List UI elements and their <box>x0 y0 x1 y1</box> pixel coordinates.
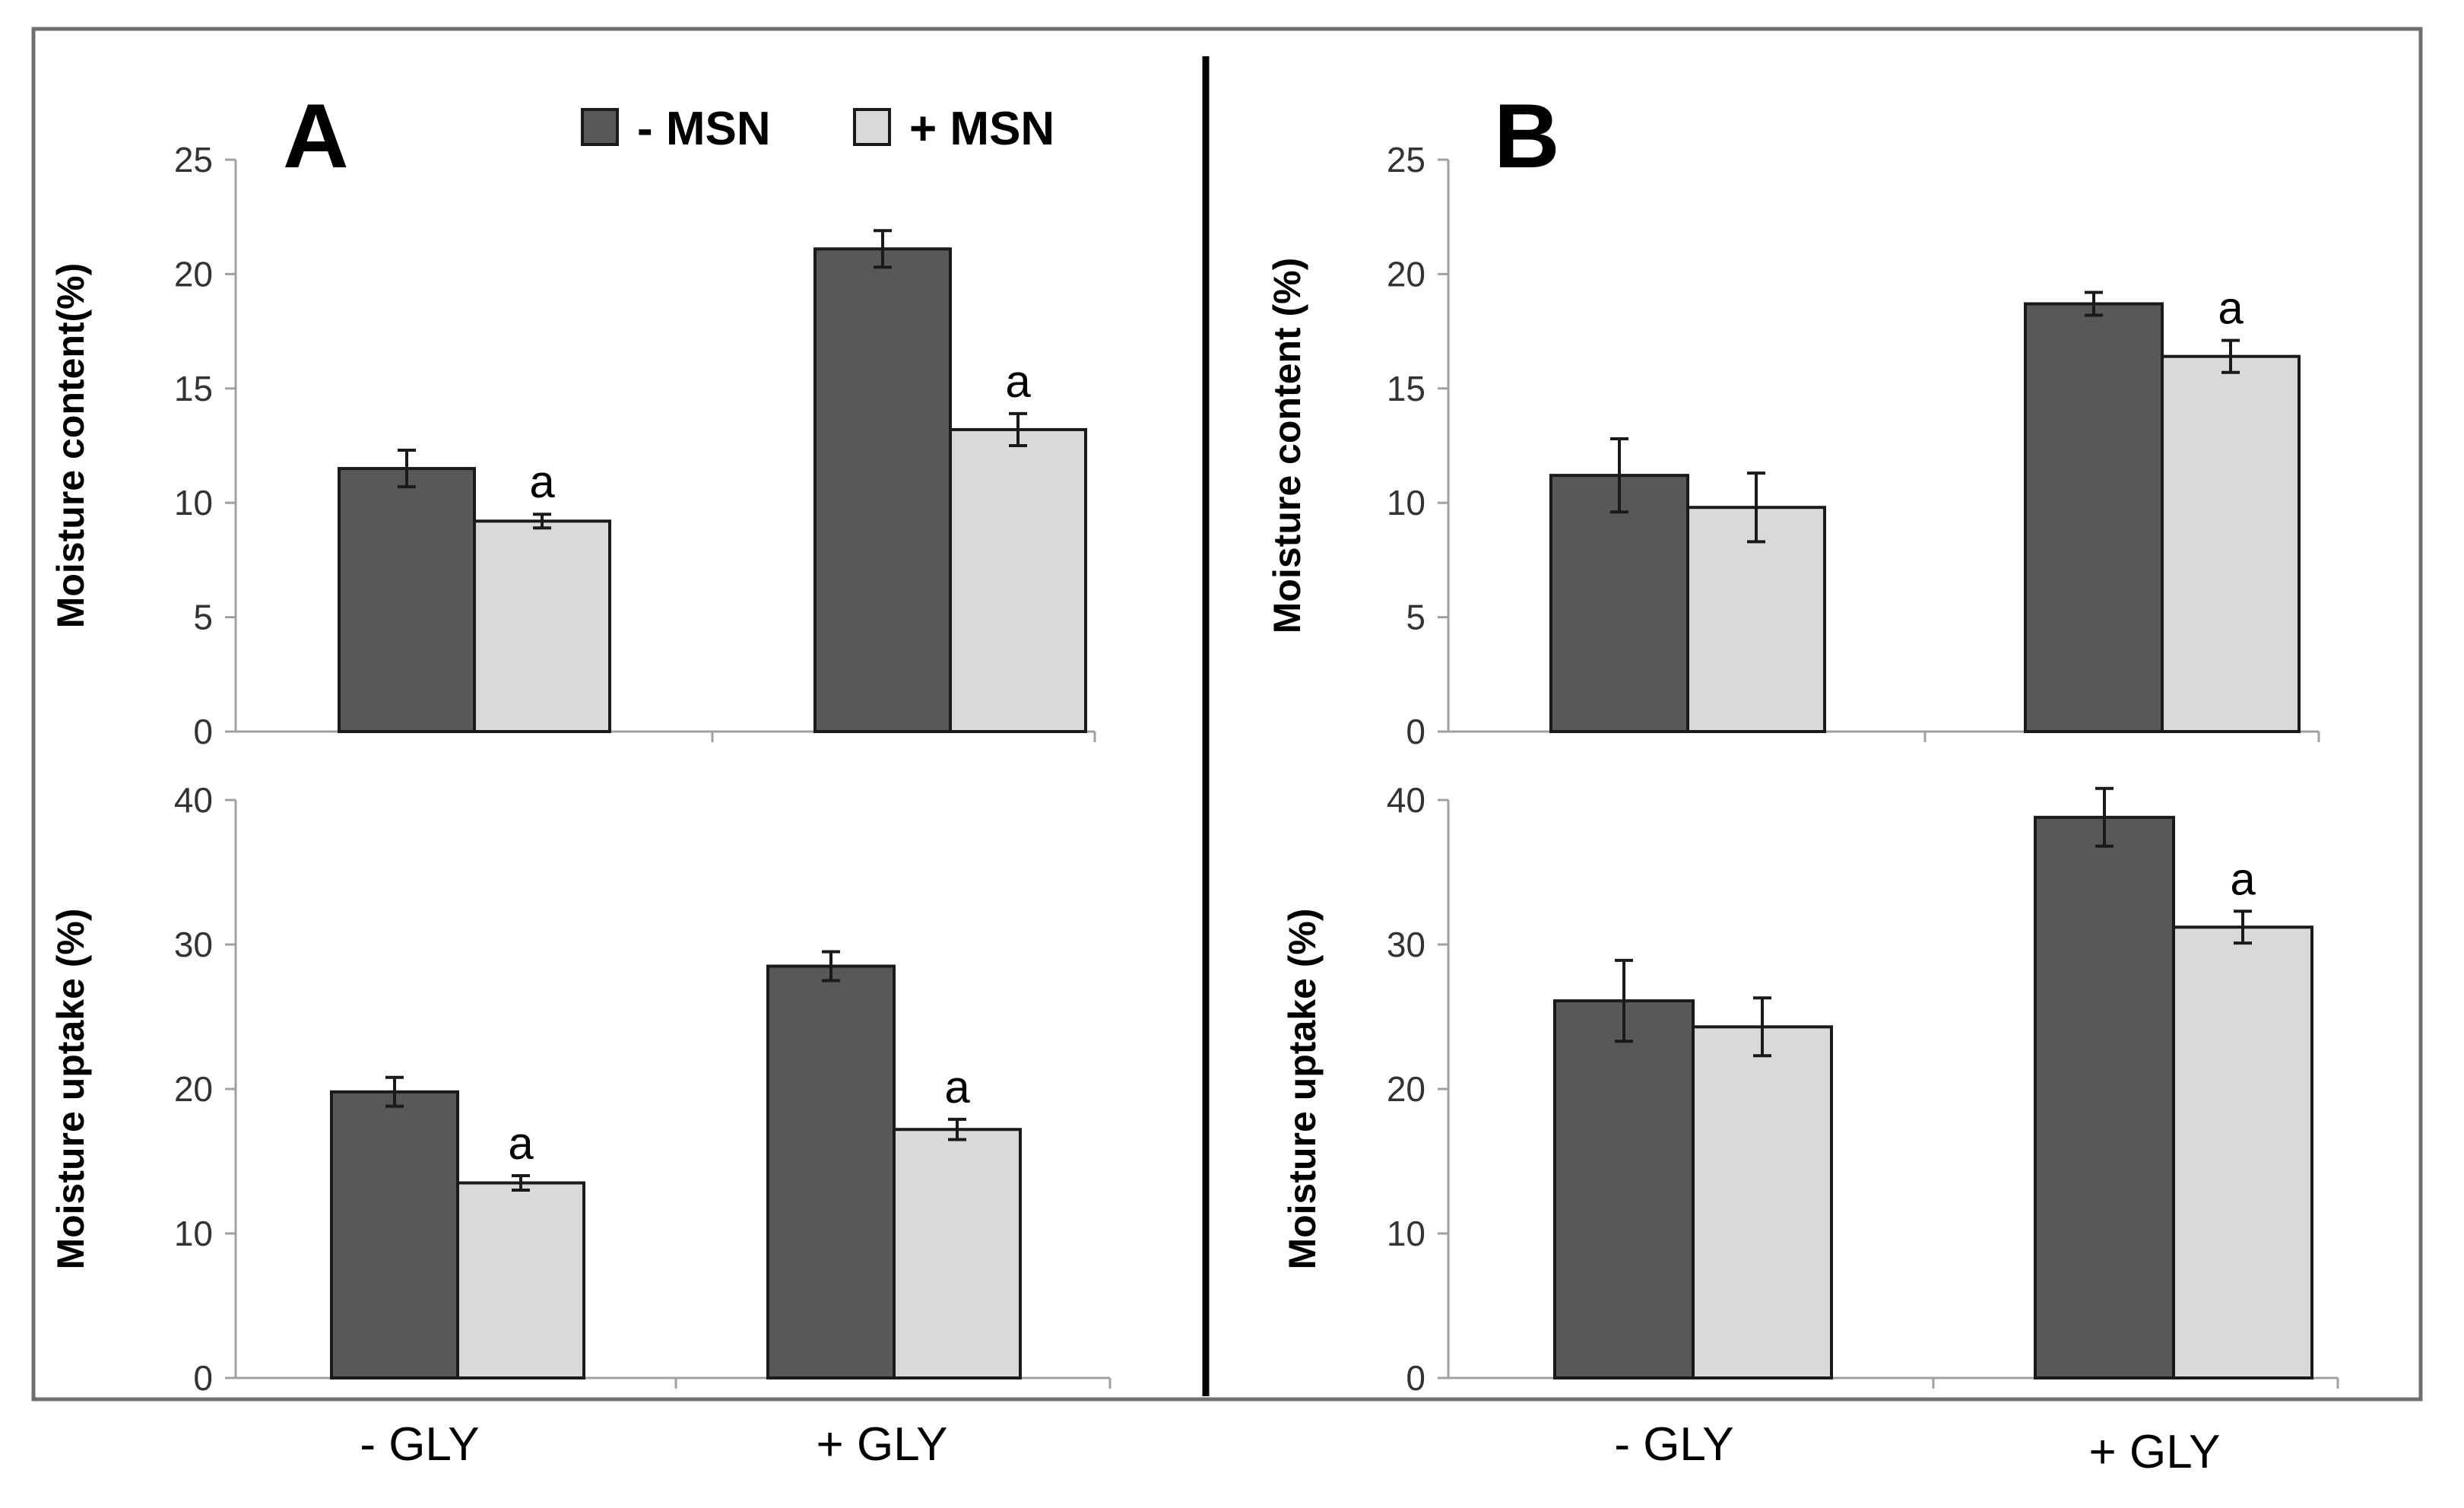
category-label-a-minus-gly: - GLY <box>360 1418 479 1471</box>
y-tick-label: 20 <box>1387 254 1425 294</box>
y-tick-label: 25 <box>174 140 213 179</box>
y-axis-label: Moisture content (%) <box>1266 258 1308 633</box>
y-tick-label: 10 <box>174 483 213 522</box>
bar-plus-msn-plus-gly <box>2161 354 2301 733</box>
panel-letter-a: A <box>283 85 349 187</box>
bar-plus-msn-minus-gly <box>1692 1025 1833 1380</box>
bar-minus-msn-minus-gly <box>1553 999 1695 1379</box>
legend: - MSN + MSN <box>581 103 1054 155</box>
bar-minus-msn-minus-gly <box>338 467 476 734</box>
chart-a-moisture-content: 0 5 10 15 20 25 Moisture content(%) a a <box>49 140 1096 751</box>
bar-plus-msn-plus-gly <box>949 427 1087 733</box>
y-tick-label: 10 <box>1387 483 1425 522</box>
y-tick-label: 40 <box>174 780 213 820</box>
y-tick-label: 15 <box>174 369 213 408</box>
y-axis-label: Moisture uptake (%) <box>49 908 92 1269</box>
chart-a-moisture-uptake: 0 10 20 30 40 Moisture uptake (%) a a <box>49 780 1111 1398</box>
significance-label: a <box>529 456 555 507</box>
y-axis-label: Moisture uptake (%) <box>1281 908 1324 1269</box>
bar-minus-msn-plus-gly <box>2024 302 2164 733</box>
y-tick-label: 10 <box>1387 1214 1425 1253</box>
y-tick-label: 5 <box>193 598 213 637</box>
y-tick-label: 0 <box>1406 1358 1425 1398</box>
y-tick-label: 20 <box>1387 1069 1425 1109</box>
chart-b-moisture-uptake: 0 10 20 30 40 Moisture uptake (%) a <box>1281 780 2339 1398</box>
y-tick-label: 5 <box>1406 598 1425 637</box>
y-tick-label: 20 <box>174 254 213 294</box>
y-axis-label: Moisture content(%) <box>49 263 92 629</box>
panel-letter-b: B <box>1494 85 1560 187</box>
significance-label: a <box>1005 356 1031 407</box>
significance-label: a <box>944 1062 970 1113</box>
category-label-b-minus-gly: - GLY <box>1614 1418 1733 1471</box>
significance-label: a <box>2230 853 2256 904</box>
y-tick-label: 40 <box>1387 780 1425 820</box>
y-tick-label: 0 <box>1406 712 1425 751</box>
category-label-b-plus-gly: + GLY <box>2089 1426 2221 1478</box>
bar-minus-msn-plus-gly <box>766 964 896 1379</box>
y-tick-label: 0 <box>193 1358 213 1398</box>
bar-minus-msn-plus-gly <box>2034 815 2175 1380</box>
legend-label-minus-msn: - MSN <box>637 103 771 155</box>
bar-plus-msn-minus-gly <box>456 1181 585 1379</box>
bar-minus-msn-plus-gly <box>813 247 952 733</box>
significance-label: a <box>508 1118 534 1169</box>
legend-swatch-plus-msn <box>853 108 891 146</box>
y-tick-label: 20 <box>174 1069 213 1109</box>
y-tick-label: 10 <box>174 1214 213 1253</box>
bar-plus-msn-plus-gly <box>893 1128 1022 1379</box>
y-tick-label: 30 <box>174 925 213 964</box>
bar-plus-msn-plus-gly <box>2172 925 2313 1379</box>
legend-label-plus-msn: + MSN <box>909 103 1054 155</box>
significance-label: a <box>2218 283 2244 334</box>
y-tick-label: 0 <box>193 712 213 751</box>
category-label-a-plus-gly: + GLY <box>817 1418 948 1471</box>
legend-swatch-minus-msn <box>581 108 619 146</box>
bar-minus-msn-minus-gly <box>330 1090 459 1380</box>
y-tick-label: 15 <box>1387 369 1425 408</box>
bar-plus-msn-minus-gly <box>473 519 611 733</box>
y-tick-label: 25 <box>1387 140 1425 179</box>
y-tick-label: 30 <box>1387 925 1425 964</box>
chart-b-moisture-content: 0 5 10 15 20 25 Moisture content (%) a <box>1266 140 2320 751</box>
bar-minus-msn-minus-gly <box>1549 474 1689 733</box>
